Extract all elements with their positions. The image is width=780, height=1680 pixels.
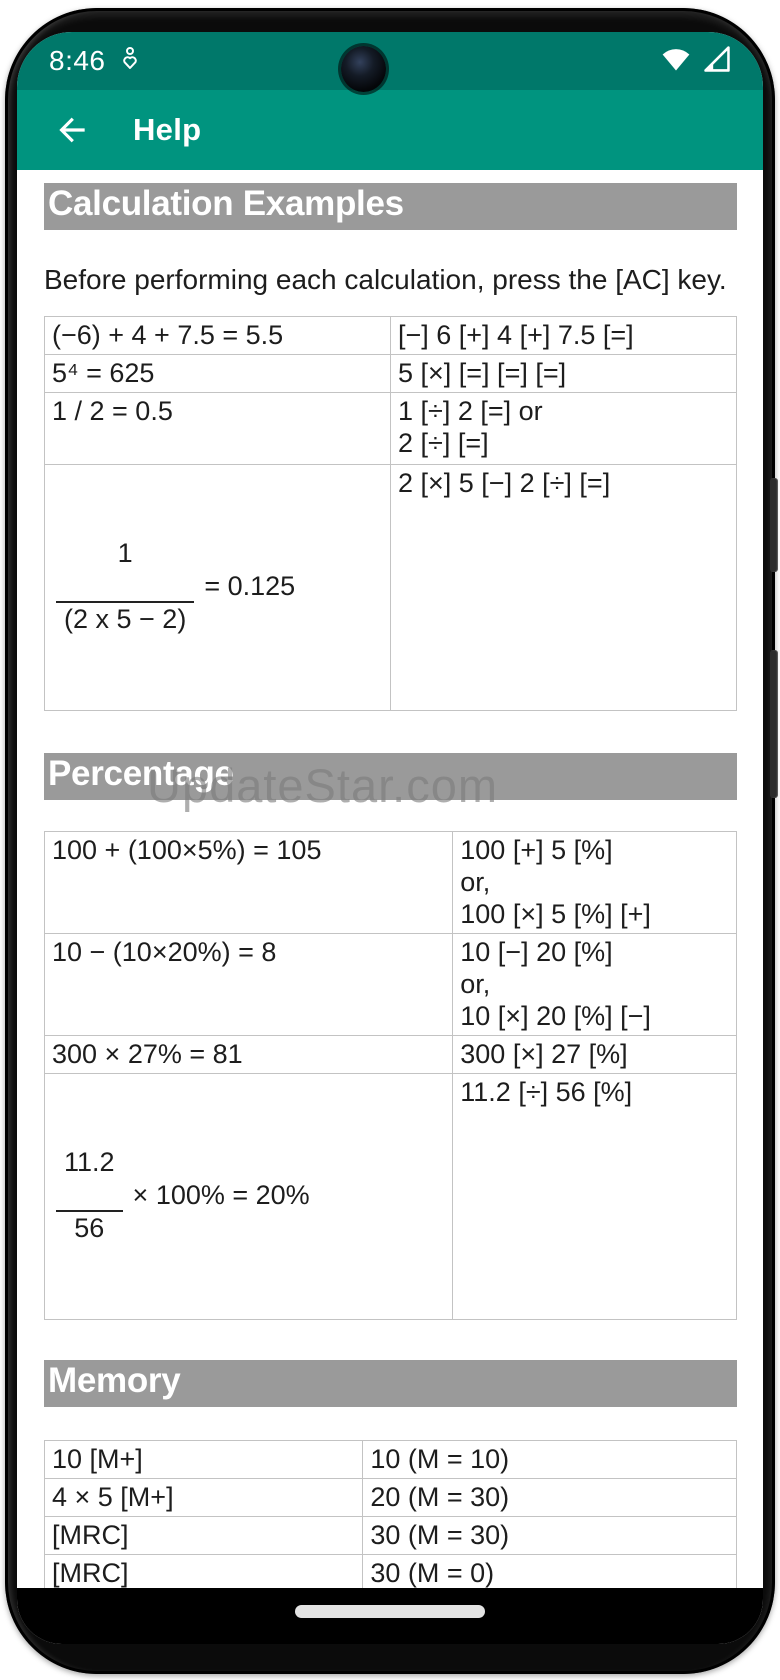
expression-cell: [MRC]: [43, 1516, 364, 1555]
table-row: 1 (2 x 5 − 2) = 0.125 2 [×] 5 [−] 2 [÷] …: [44, 464, 737, 711]
status-bar-icons: [659, 45, 733, 78]
wifi-icon: [659, 45, 693, 78]
expression-cell: 4 × 5 [M+]: [43, 1478, 364, 1517]
keystrokes-cell: 10 [−] 20 [%] or, 10 [×] 20 [%] [−]: [452, 933, 737, 1036]
table-row: [MRC] 30 (M = 30): [43, 1516, 737, 1555]
table-row: 100 + (100×5%) = 105 100 [+] 5 [%] or, 1…: [43, 831, 737, 934]
section-header-percentage: Percentage: [44, 753, 737, 800]
calculation-examples-table: (−6) + 4 + 7.5 = 5.5 [−] 6 [+] 4 [+] 7.5…: [44, 316, 737, 711]
result-cell: 30 (M = 0): [362, 1554, 737, 1588]
table-row: [MRC] 30 (M = 0): [43, 1554, 737, 1588]
navigation-bar: [17, 1588, 763, 1644]
keystrokes-cell: 300 [×] 27 [%]: [452, 1035, 737, 1074]
table-row: 1 / 2 = 0.5 1 [÷] 2 [=] or 2 [÷] [=]: [44, 392, 737, 465]
volume-button[interactable]: [770, 650, 778, 798]
help-content-scroll[interactable]: Calculation Examples Before performing e…: [17, 170, 763, 1588]
table-row: (−6) + 4 + 7.5 = 5.5 [−] 6 [+] 4 [+] 7.5…: [44, 316, 737, 355]
keystrokes-cell: 11.2 [÷] 56 [%]: [452, 1073, 737, 1320]
keystrokes-cell: [−] 6 [+] 4 [+] 7.5 [=]: [390, 316, 737, 355]
expression-cell: 300 × 27% = 81: [43, 1035, 454, 1074]
table-row: 10 − (10×20%) = 8 10 [−] 20 [%] or, 10 […: [43, 933, 737, 1036]
result-cell: 10 (M = 10): [362, 1440, 737, 1479]
expression-cell: 10 [M+]: [43, 1440, 364, 1479]
expression-cell: 11.2 56 × 100% = 20%: [43, 1073, 454, 1320]
keystrokes-cell: 1 [÷] 2 [=] or 2 [÷] [=]: [390, 392, 737, 465]
status-bar: 8:46: [17, 32, 763, 90]
expression-cell: 10 − (10×20%) = 8: [43, 933, 454, 1036]
expression-cell: 100 + (100×5%) = 105: [43, 831, 454, 934]
gesture-handle[interactable]: [295, 1605, 485, 1618]
expression-cell: 1 / 2 = 0.5: [44, 392, 391, 465]
app-bar: Help: [17, 90, 763, 170]
result-cell: 30 (M = 30): [362, 1516, 737, 1555]
table-row: 11.2 56 × 100% = 20% 11.2 [÷] 56 [%]: [43, 1073, 737, 1320]
intro-paragraph: Before performing each calculation, pres…: [44, 264, 727, 295]
expression-cell: 5⁴ = 625: [44, 354, 391, 393]
page-title: Help: [133, 112, 202, 147]
keystrokes-cell: 5 [×] [=] [=] [=]: [390, 354, 737, 393]
keystrokes-cell: 2 [×] 5 [−] 2 [÷] [=]: [390, 464, 737, 711]
percentage-table: 100 + (100×5%) = 105 100 [+] 5 [%] or, 1…: [43, 831, 737, 1320]
section-header-calculation-examples: Calculation Examples: [44, 183, 737, 230]
fraction-suffix: = 0.125: [204, 571, 296, 601]
phone-screen: 8:46: [17, 32, 763, 1644]
expression-cell: [MRC]: [43, 1554, 364, 1588]
cellular-signal-icon: [701, 45, 733, 78]
expression-cell: 1 (2 x 5 − 2) = 0.125: [44, 464, 391, 711]
back-arrow-icon[interactable]: [37, 95, 107, 165]
table-row: 5⁴ = 625 5 [×] [=] [=] [=]: [44, 354, 737, 393]
expression-cell: (−6) + 4 + 7.5 = 5.5: [44, 316, 391, 355]
fraction: 11.2 56: [56, 1114, 123, 1276]
table-row: 4 × 5 [M+] 20 (M = 30): [43, 1478, 737, 1517]
digital-wellbeing-icon: [120, 46, 140, 77]
power-button[interactable]: [770, 478, 778, 572]
front-camera: [341, 46, 386, 92]
fraction-suffix: × 100% = 20%: [132, 1180, 310, 1210]
table-row: 10 [M+] 10 (M = 10): [43, 1440, 737, 1479]
keystrokes-cell: 100 [+] 5 [%] or, 100 [×] 5 [%] [+]: [452, 831, 737, 934]
clock: 8:46: [49, 45, 106, 76]
result-cell: 20 (M = 30): [362, 1478, 737, 1517]
section-header-memory: Memory: [44, 1360, 737, 1407]
table-row: 300 × 27% = 81 300 [×] 27 [%]: [43, 1035, 737, 1074]
fraction: 1 (2 x 5 − 2): [56, 505, 195, 667]
memory-table: 10 [M+] 10 (M = 10) 4 × 5 [M+] 20 (M = 3…: [43, 1440, 737, 1588]
